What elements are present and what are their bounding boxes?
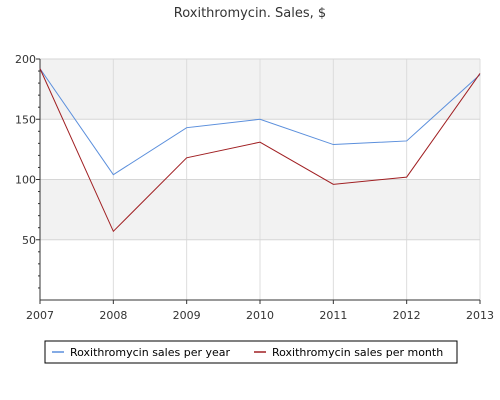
series-line-2 bbox=[39, 68, 481, 233]
legend: Roxithromycin sales per year Roxithromyc… bbox=[44, 340, 458, 364]
x-tick-label: 2009 bbox=[173, 309, 201, 322]
legend-label-series-1: Roxithromycin sales per year bbox=[70, 346, 231, 359]
x-tick-label: 2008 bbox=[99, 309, 127, 322]
x-tick-label: 2007 bbox=[26, 309, 54, 322]
y-axis-ticks: 50 100 150 200 bbox=[15, 53, 40, 289]
x-tick-label: 2011 bbox=[319, 309, 347, 322]
x-tick-label: 2013 bbox=[466, 309, 494, 322]
y-tick-label: 150 bbox=[15, 113, 36, 126]
legend-box bbox=[44, 340, 458, 364]
chart-title: Roxithromycin. Sales, $ bbox=[174, 6, 326, 21]
y-tick-label: 100 bbox=[15, 174, 36, 187]
y-tick-label: 200 bbox=[15, 53, 36, 66]
x-axis-ticks: 2007 2008 2009 2010 2011 2012 2013 bbox=[26, 300, 494, 322]
x-tick-label: 2012 bbox=[393, 309, 421, 322]
legend-label-series-2: Roxithromycin sales per month bbox=[272, 346, 443, 359]
series-lines bbox=[39, 68, 481, 233]
x-tick-label: 2010 bbox=[246, 309, 274, 322]
series-line-1 bbox=[39, 68, 481, 176]
y-tick-label: 50 bbox=[22, 234, 36, 247]
